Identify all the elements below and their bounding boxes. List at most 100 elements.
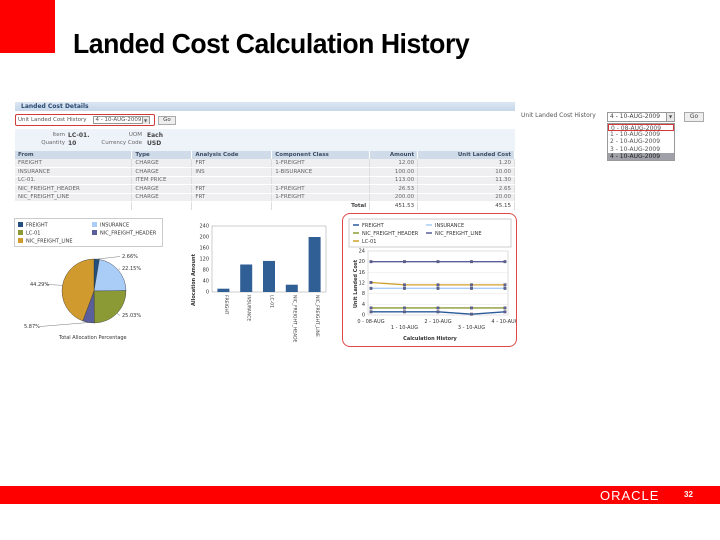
bar — [240, 264, 253, 292]
currency-label: Currency Code — [101, 140, 142, 146]
dropdown-go-button[interactable]: Go — [684, 112, 704, 122]
cell-from: FREIGHT — [15, 159, 133, 168]
dropdown-option[interactable]: 0 - 08-AUG-2009 — [608, 124, 674, 132]
cell-type: CHARGE — [131, 167, 193, 177]
cell-unit-landed-cost: 20.00 — [417, 193, 515, 202]
landed-cost-details-panel: Landed Cost Details Unit Landed Cost His… — [15, 102, 515, 212]
footer-bar — [0, 486, 720, 504]
cell-type: ITEM PRICE — [131, 176, 193, 185]
cell-component-class: 1-FREIGHT — [271, 159, 371, 168]
bars — [217, 237, 321, 292]
quantity-value: 10 — [68, 140, 77, 147]
dropdown-option[interactable]: 1 - 10-AUG-2009 — [610, 131, 661, 139]
pie-slice-label: 2.66% — [122, 254, 138, 260]
history-dropdown-options: 0 - 08-AUG-2009 1 - 10-AUG-2009 2 - 10-A… — [607, 123, 675, 161]
dropdown-option-selected[interactable]: 4 - 10-AUG-2009 — [608, 152, 674, 160]
item-label: Item — [52, 132, 65, 138]
total-amount: 451.53 — [369, 201, 419, 211]
legend-label: LC-01 — [362, 239, 376, 245]
legend-swatch-lc01 — [18, 230, 23, 235]
line-y-tick: 8 — [362, 291, 365, 297]
uom-label: UOM — [128, 132, 142, 138]
dropdown-option[interactable]: 3 - 10-AUG-2009 — [610, 145, 661, 153]
table-row: NIC_FREIGHT_LINE CHARGE FRT 1-FREIGHT 20… — [15, 193, 515, 202]
line-x-tick: 2 - 10-AUG — [424, 319, 451, 325]
legend-label: INSURANCE — [435, 223, 464, 229]
bar-x-tick: LC-01 — [269, 295, 275, 308]
bar-x-tick: NIC_FREIGHT_LINE — [314, 295, 320, 337]
line-y-tick: 0 — [362, 313, 365, 319]
item-value: LC-01. — [68, 132, 90, 139]
history-select[interactable]: 4 - 10-AUG-2009 ▼ — [92, 116, 150, 124]
cell-amount: 200.00 — [369, 193, 419, 202]
history-dropdown-value: 4 - 10-AUG-2009 — [610, 113, 661, 120]
cell-component-class: 1-BISURANCE — [271, 167, 371, 177]
bar-y-axis-label: Allocation Amount — [191, 253, 197, 306]
go-button[interactable]: Go — [158, 116, 176, 125]
pie-labels: 2.66% 22.15% 25.03% 5.87% 44.29% — [24, 254, 141, 330]
landed-cost-table: From Type Analysis Code Component Class … — [15, 151, 515, 211]
cell-type: CHARGE — [131, 159, 193, 168]
legend-swatch-freight — [18, 222, 23, 227]
history-selector-row: Unit Landed Cost History 4 - 10-AUG-2009… — [15, 114, 155, 126]
line-x-tick: 4 - 10-AUG — [491, 319, 516, 325]
legend-label: INSURANCE — [100, 223, 129, 229]
column-header: Component Class — [271, 151, 371, 159]
item-info: Item LC-01. Quantity 10 UOM Each Currenc… — [15, 129, 515, 151]
cell-from: LC-01. — [15, 176, 133, 185]
cell-unit-landed-cost: 11.30 — [417, 176, 515, 185]
cell-component-class: 1-FREIGHT — [271, 184, 371, 194]
pie-slice — [61, 258, 95, 322]
pie-slice-label: 5.87% — [24, 324, 40, 330]
dropdown-option[interactable]: 2 - 10-AUG-2009 — [610, 138, 661, 146]
line-y-tick: 16 — [359, 270, 365, 276]
legend-label: NIC_FREIGHT_LINE — [435, 231, 482, 237]
cell-analysis-code — [191, 176, 273, 185]
cell-component-class — [271, 176, 371, 185]
line-x-tick: 1 - 10-AUG — [391, 325, 418, 331]
history-select-value: 4 - 10-AUG-2009 — [95, 117, 142, 123]
pie-legend-box — [14, 218, 163, 247]
brand-red-square — [0, 0, 55, 53]
cell-amount: 100.00 — [369, 167, 419, 177]
quantity-label: Quantity — [41, 140, 65, 146]
cell-amount: 26.53 — [369, 184, 419, 194]
history-dropdown[interactable]: 4 - 10-AUG-2009 ▼ — [607, 112, 675, 122]
legend-label: LC-01 — [26, 231, 40, 237]
cell-unit-landed-cost: 1.20 — [417, 159, 515, 168]
line-series — [369, 260, 507, 316]
page-number: 32 — [684, 490, 693, 499]
legend-label: NIC_FREIGHT_HEADER — [100, 231, 157, 237]
line-y-tick: 4 — [362, 302, 365, 308]
line-y-axis-label: Unit Landed Cost — [353, 259, 359, 308]
pie-slices — [61, 258, 127, 324]
cell-from: NIC_FREIGHT_LINE — [15, 193, 133, 202]
chevron-down-icon[interactable]: ▼ — [666, 113, 674, 121]
bar-chart: Allocation Amount 0 40 80 120 160 200 240 FREI… — [191, 224, 327, 343]
pie-chart: FREIGHT INSURANCE LC-01 NIC_FREIGHT_HEAD… — [14, 218, 163, 341]
legend-label: FREIGHT — [362, 223, 385, 229]
bar-x-tick: FREIGHT — [223, 295, 229, 315]
cell-analysis-code: INS — [191, 167, 273, 177]
column-header: Analysis Code — [191, 151, 273, 159]
currency-value: USD — [147, 140, 162, 147]
bar-x-tick: INSURANCE — [246, 295, 252, 321]
bar-x-tick: NIC_FREIGHT_HEADER — [291, 295, 297, 343]
bar-y-tick: 160 — [199, 246, 209, 252]
page-title: Landed Cost Calculation History — [73, 28, 470, 59]
bar-axis: 0 40 80 120 160 200 240 — [199, 224, 327, 296]
chevron-down-icon[interactable]: ▼ — [141, 116, 149, 124]
legend-swatch-insurance — [92, 222, 97, 227]
line-y-tick: 20 — [359, 259, 365, 265]
pie-slice — [93, 259, 127, 292]
table-row: NIC_FREIGHT_HEADER CHARGE FRT 1-FREIGHT … — [15, 184, 515, 194]
bar-y-tick: 200 — [199, 235, 209, 241]
line-x-axis-label: Calculation History — [403, 336, 457, 342]
cell-analysis-code: FRT — [191, 159, 273, 168]
pie-slice-label: 22.15% — [122, 266, 141, 272]
bar — [217, 288, 230, 292]
pie-slice-label: 44.29% — [30, 282, 49, 288]
bar — [308, 237, 321, 292]
history-label: Unit Landed Cost History — [18, 117, 87, 123]
cell-type: CHARGE — [131, 184, 193, 194]
